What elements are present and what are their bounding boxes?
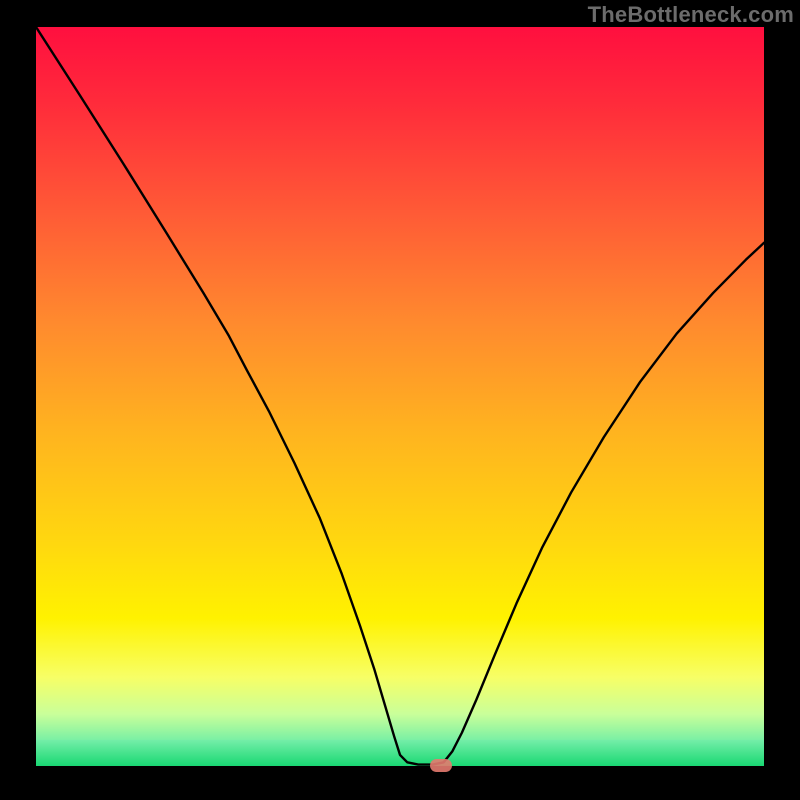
optimal-point-marker xyxy=(430,759,452,772)
chart-stage: TheBottleneck.com xyxy=(0,0,800,800)
curve-path xyxy=(36,27,764,765)
watermark-text: TheBottleneck.com xyxy=(588,2,794,28)
plot-area xyxy=(36,27,764,766)
bottleneck-curve xyxy=(36,27,764,766)
